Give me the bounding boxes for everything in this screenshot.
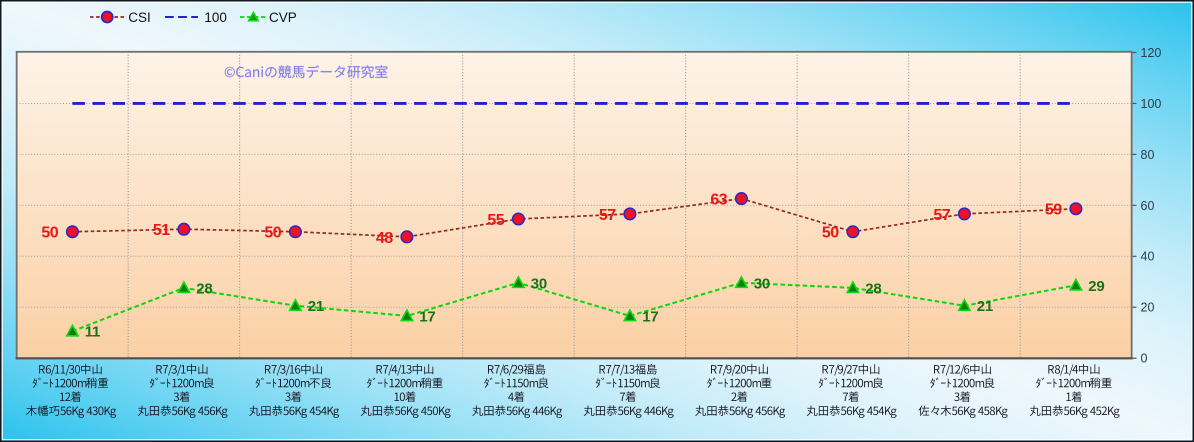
svg-text:28: 28 bbox=[196, 280, 212, 297]
svg-text:30: 30 bbox=[531, 275, 547, 292]
svg-text:51: 51 bbox=[153, 222, 170, 239]
svg-text:57: 57 bbox=[599, 207, 616, 224]
svg-text:21: 21 bbox=[977, 298, 993, 315]
svg-text:80: 80 bbox=[1141, 148, 1155, 162]
svg-text:20: 20 bbox=[1141, 301, 1155, 315]
svg-text:60: 60 bbox=[1141, 199, 1155, 213]
svg-text:29: 29 bbox=[1088, 278, 1104, 295]
svg-text:59: 59 bbox=[1045, 202, 1062, 219]
svg-text:21: 21 bbox=[308, 298, 324, 315]
svg-text:0: 0 bbox=[1141, 352, 1148, 366]
svg-text:17: 17 bbox=[642, 308, 658, 325]
svg-text:100: 100 bbox=[204, 10, 227, 25]
svg-text:100: 100 bbox=[1141, 97, 1162, 111]
svg-text:CVP: CVP bbox=[269, 10, 297, 25]
svg-text:11: 11 bbox=[85, 324, 100, 341]
svg-text:55: 55 bbox=[487, 212, 504, 229]
svg-text:57: 57 bbox=[933, 207, 950, 224]
svg-text:30: 30 bbox=[754, 275, 770, 292]
svg-text:50: 50 bbox=[264, 225, 281, 242]
svg-text:CSI: CSI bbox=[128, 10, 151, 25]
svg-text:50: 50 bbox=[822, 225, 839, 242]
svg-text:28: 28 bbox=[865, 280, 881, 297]
svg-text:48: 48 bbox=[376, 230, 393, 247]
svg-text:120: 120 bbox=[1141, 46, 1162, 60]
svg-text:17: 17 bbox=[419, 308, 435, 325]
svg-text:50: 50 bbox=[41, 225, 58, 242]
svg-text:40: 40 bbox=[1141, 250, 1155, 264]
svg-text:63: 63 bbox=[710, 191, 727, 208]
